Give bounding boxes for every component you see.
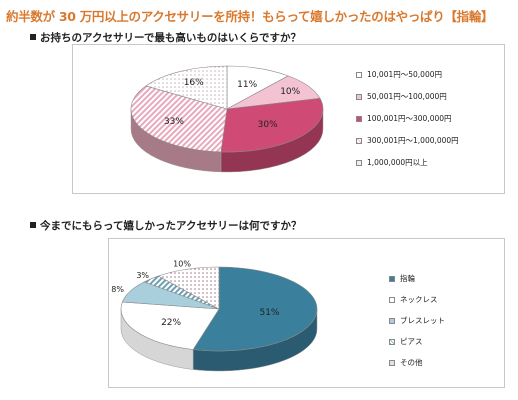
bullet-square-icon bbox=[30, 222, 36, 228]
legend-item: 50,001円～100,000円 bbox=[356, 91, 459, 102]
chart-2-svg: 51% 22% 8% 3% 10% bbox=[111, 259, 318, 372]
chart-2-panel: 51% 22% 8% 3% 10% 指輪ネックレスブレスレット ピアスその他 bbox=[108, 238, 505, 388]
legend-swatch bbox=[356, 93, 362, 100]
legend-item: ブレスレット bbox=[389, 315, 445, 326]
legend-swatch bbox=[356, 159, 362, 166]
slice-value-label: 8% bbox=[111, 285, 124, 294]
slice-value-label: 11% bbox=[237, 80, 257, 90]
pie-slice bbox=[120, 301, 220, 350]
page-headline: 約半数が 30 万円以上のアクセサリーを所持！もらって嬉しかったのはやっぱり【指… bbox=[6, 9, 494, 24]
legend-item: ピアス bbox=[389, 336, 445, 347]
question-1-heading: お持ちのアクセサリーで最も高いものはいくらですか？ bbox=[30, 30, 301, 45]
question-2-text: 今までにもらって嬉しかったアクセサリーは何ですか？ bbox=[40, 220, 302, 232]
slice-value-label: 51% bbox=[259, 308, 279, 318]
legend-label: 指輪 bbox=[400, 274, 415, 283]
question-1-text: お持ちのアクセサリーで最も高いものはいくらですか？ bbox=[40, 32, 302, 44]
legend-item: 10,001円～50,000円 bbox=[356, 69, 459, 80]
slice-value-label: 22% bbox=[161, 318, 181, 328]
chart-1-svg: 11% 10% 30% 33% 16% bbox=[130, 65, 324, 173]
legend-label: 50,001円～100,000円 bbox=[367, 92, 447, 101]
legend-item: 指輪 bbox=[389, 273, 445, 284]
legend-label: ネックレス bbox=[400, 295, 438, 304]
legend-swatch bbox=[389, 275, 395, 282]
bullet-square-icon bbox=[30, 34, 36, 40]
legend-label: 300,001円～1,000,000円 bbox=[367, 136, 459, 145]
legend-swatch bbox=[356, 115, 362, 122]
slice-value-label: 16% bbox=[184, 78, 204, 88]
legend-label: ピアス bbox=[400, 337, 423, 346]
legend-swatch bbox=[389, 338, 395, 345]
pie-slice bbox=[157, 266, 220, 310]
legend-label: その他 bbox=[400, 358, 423, 367]
pie-slice bbox=[145, 65, 228, 110]
legend-item: その他 bbox=[389, 357, 445, 368]
legend-swatch bbox=[389, 317, 395, 324]
pie-slice bbox=[192, 266, 318, 352]
chart-1-legend: 10,001円～50,000円 50,001円～100,000円 100,001円～… bbox=[356, 69, 459, 179]
legend-label: ブレスレット bbox=[400, 316, 445, 325]
pie-slice bbox=[220, 97, 324, 153]
slice-value-label: 10% bbox=[173, 259, 191, 268]
slice-value-label: 3% bbox=[136, 271, 149, 280]
legend-swatch bbox=[389, 296, 395, 303]
legend-item: 300,001円～1,000,000円 bbox=[356, 135, 459, 146]
legend-label: 10,001円～50,000円 bbox=[367, 70, 442, 79]
legend-swatch bbox=[356, 137, 362, 144]
slice-value-label: 30% bbox=[258, 120, 278, 130]
slice-value-label: 10% bbox=[280, 87, 300, 97]
legend-swatch bbox=[389, 359, 395, 366]
slice-value-label: 33% bbox=[164, 117, 184, 127]
legend-item: 1,000,000円以上 bbox=[356, 157, 459, 168]
legend-label: 100,001円～300,000円 bbox=[367, 114, 452, 123]
chart-1-panel: 11% 10% 30% 33% 16% 10,001円～50,000円 50,001円～1… bbox=[72, 44, 505, 194]
question-2-heading: 今までにもらって嬉しかったアクセサリーは何ですか？ bbox=[30, 218, 301, 233]
pie-slice bbox=[226, 65, 289, 110]
legend-item: 100,001円～300,000円 bbox=[356, 113, 459, 124]
chart-2-legend: 指輪ネックレスブレスレット ピアスその他 bbox=[389, 273, 445, 378]
legend-label: 1,000,000円以上 bbox=[367, 158, 428, 167]
legend-swatch bbox=[356, 71, 362, 78]
legend-item: ネックレス bbox=[389, 294, 445, 305]
